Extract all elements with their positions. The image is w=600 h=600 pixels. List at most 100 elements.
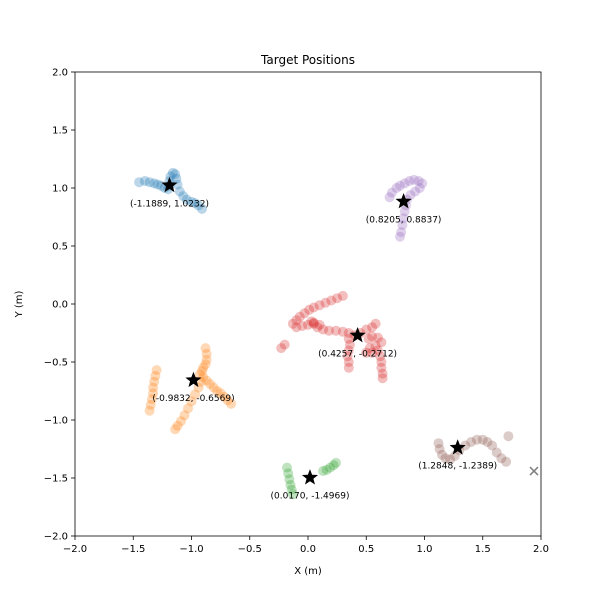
trajectory-point [174,186,185,197]
trajectory-point [331,325,341,336]
trajectory-point [364,343,375,354]
trajectory-point [152,179,163,190]
y-tick-label: 1.5 [52,126,68,137]
trajectory-point [282,462,292,473]
trajectory-point [370,340,381,351]
trajectory-point [165,171,176,182]
trajectory-point [179,410,190,421]
trajectory-point [201,348,212,359]
trajectory-point [343,328,354,338]
trajectory-point [361,324,372,335]
trajectory-point [226,398,237,409]
trajectory-point [134,177,145,188]
trajectory-point [367,322,378,333]
trajectory-point [198,372,209,383]
trajectory-point [303,319,313,330]
target-label: (0.4257, -0.2712) [318,350,397,360]
x-tick-label: −1.5 [121,544,145,555]
trajectory-point [321,464,332,475]
trajectory-point [294,311,305,322]
y-tick-label: −1.0 [44,416,68,427]
trajectory-point [410,186,421,197]
target-star [449,439,466,455]
trajectory-point [399,206,410,217]
trajectory-point [375,351,386,362]
y-tick-label: 1.0 [52,184,68,195]
trajectory-point [405,190,416,200]
x-tick-label: 2.0 [533,544,549,555]
trajectory-point [145,399,156,410]
trajectory-point [148,388,159,399]
trajectory-point [376,337,387,348]
trajectory-point [417,178,428,189]
trajectory-point [314,300,325,311]
trajectory-point [367,347,378,358]
trajectory-point [337,290,348,301]
trajectory-point [291,315,302,326]
trajectory-point [471,434,482,445]
target-label: (-1.1889, 1.0232) [130,199,209,209]
trajectory-point [372,345,383,356]
trajectory-point [440,453,451,464]
trajectory-point [183,403,193,414]
trajectory-point [433,438,444,449]
y-tick-label: −2.0 [44,532,68,543]
target-star [395,192,412,209]
trajectory-point [460,440,471,451]
trajectory-point [437,449,447,460]
trajectory-point [414,183,425,193]
x-tick-label: 1.5 [475,544,491,555]
target-markers: (-1.1889, 1.0232) (0.8205, 0.8837) (0.4257… [130,176,497,502]
trajectory-point [201,354,212,365]
trajectory-point [291,322,302,333]
trajectory-point [197,366,207,377]
target-label: (1.2848, -1.2389) [418,462,497,472]
trajectory-point [445,454,456,465]
x-tick-label: 1.0 [417,544,433,555]
trajectory-point [318,466,329,476]
trajectory-point [299,308,310,319]
trajectory-point [399,178,410,189]
x-marker [529,466,539,476]
trajectory-point [434,444,445,454]
trajectory-point [215,388,226,399]
target-label: (-0.9832, -0.6569) [152,394,234,404]
trajectory-point [361,347,372,358]
y-tick-label: −1.5 [44,474,68,485]
trajectory-point [376,357,387,367]
y-axis-label: Y (m) [14,290,25,318]
trajectory-point [342,351,353,362]
trajectory-point [205,379,216,389]
trajectory-point [477,434,488,445]
trajectory-point [377,368,388,379]
y-tick-label: 2.0 [52,68,68,79]
trajectory-point [482,437,493,447]
trajectory-point [193,200,204,211]
trajectory-point [376,362,387,373]
trajectory-point [304,304,315,315]
trajectory-point [320,297,331,308]
trajectory-point [178,191,189,202]
trajectory-point [297,321,308,331]
trajectory-point [386,187,397,198]
trajectory-point [286,484,297,495]
trajectory-point [501,456,512,467]
target-label: (0.0170, -1.4969) [271,492,350,502]
trajectory-point [190,198,200,209]
trajectory-point [343,357,354,367]
trajectory-point [404,176,415,186]
trajectory-point [283,468,294,479]
trajectory-point [314,319,325,330]
trajectory-point [150,370,161,381]
x-tick-label: 0.0 [300,544,316,555]
trajectory-point [287,489,298,500]
trajectory-point [172,179,183,190]
trajectory-point [325,462,336,473]
x-axis-label: X (m) [294,566,322,577]
trajectory-point [503,431,514,442]
trajectory-point [363,333,374,344]
x-tick-label: −0.5 [238,544,262,555]
target-star [161,176,178,193]
